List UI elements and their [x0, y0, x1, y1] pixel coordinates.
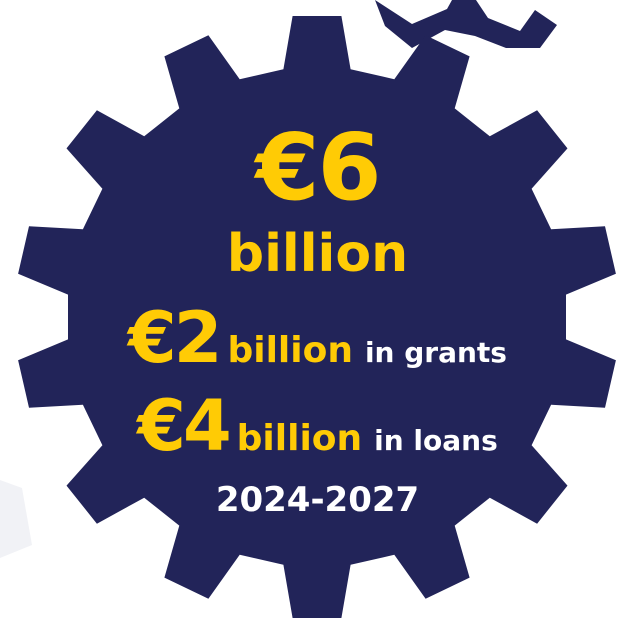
total-amount: €6	[255, 114, 381, 221]
loans-amount: €4	[137, 385, 231, 467]
gear-icon	[18, 16, 616, 618]
corner-gear-fragment	[375, 0, 557, 48]
grants-amount: €2	[128, 297, 222, 379]
grants-unit: billion	[227, 330, 353, 371]
background-shape	[0, 480, 32, 558]
grants-row: €2 billion in grants	[0, 298, 635, 378]
loans-label: in loans	[374, 424, 498, 457]
total-unit: billion	[226, 224, 409, 284]
grants-label: in grants	[364, 336, 507, 369]
loans-row: €4 billion in loans	[0, 386, 635, 466]
period-text: 2024-2027	[215, 480, 420, 520]
loans-unit: billion	[236, 418, 363, 459]
